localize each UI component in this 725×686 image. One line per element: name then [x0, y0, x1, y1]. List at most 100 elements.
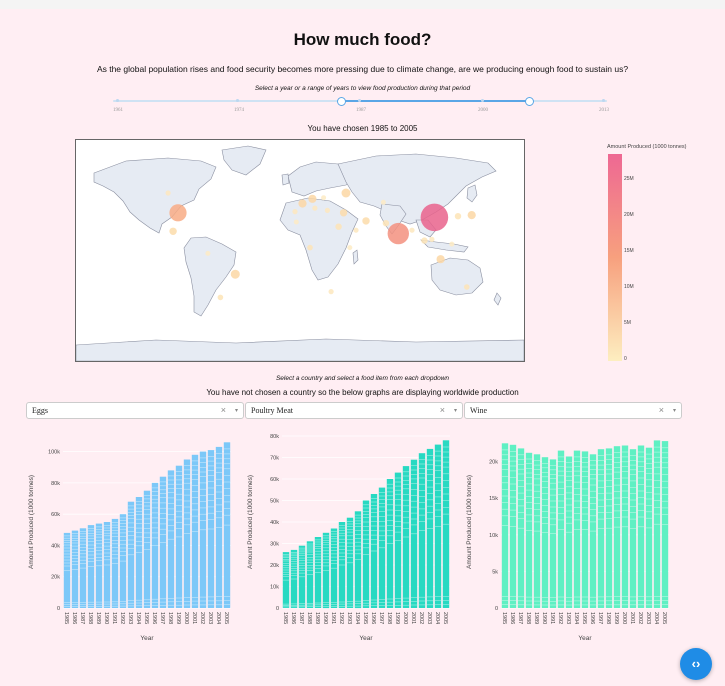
map-bubble[interactable]	[436, 255, 445, 264]
map-bubble[interactable]	[217, 294, 224, 301]
chart-wine-svg[interactable]: Amount Produced (1000 tonnes) 0 5k 10k 15k 20…	[464, 430, 674, 650]
x-tick-label: 2000	[402, 612, 408, 624]
map-bubble[interactable]	[387, 222, 409, 245]
map-bubble[interactable]	[312, 205, 318, 211]
chart-wine[interactable]: Amount Produced (1000 tonnes) 0 5k 10k 15k 20…	[464, 430, 674, 655]
food-dropdown-3[interactable]: Wine × ▾	[464, 402, 682, 419]
world-map[interactable]	[75, 139, 525, 362]
x-tick-label: 1996	[589, 612, 595, 624]
slider-mark-dot[interactable]	[358, 99, 361, 102]
x-tick-label: 1991	[111, 612, 117, 624]
slider-handle-start[interactable]	[337, 97, 347, 106]
map-bubble[interactable]	[335, 223, 342, 230]
land-greenland	[221, 145, 267, 176]
slider-mark-label: 2013	[599, 108, 609, 113]
map-bubble[interactable]	[467, 211, 476, 220]
y-tick-label: 40k	[270, 520, 279, 526]
dropdown-value: Poultry Meat	[251, 406, 293, 415]
map-bubble[interactable]	[341, 188, 351, 198]
map-bubble[interactable]	[230, 269, 240, 279]
x-tick-label: 1991	[549, 612, 555, 624]
colorbar-title: Amount Produced (1000 tonnes)	[607, 144, 687, 150]
chart-eggs-svg[interactable]: Amount Produced (1000 tonnes) 0 20k 40k 60k 8…	[26, 430, 236, 650]
slider-mark-label: 2000	[478, 108, 488, 113]
dropdown-value: Eggs	[32, 406, 48, 415]
map-bubble[interactable]	[169, 227, 177, 235]
x-tick-label: 1990	[541, 612, 547, 624]
slider-mark-dot[interactable]	[236, 99, 239, 102]
land-north-america	[93, 157, 217, 234]
chevron-down-icon[interactable]: ▾	[234, 408, 238, 414]
x-tick-label: 1993	[127, 612, 133, 624]
code-toggle-button[interactable]: ‹›	[680, 648, 712, 680]
map-bubble[interactable]	[339, 209, 348, 217]
x-tick-label: 2005	[442, 612, 448, 624]
year-range-slider[interactable]: 1961 1974 1987 2000 2013	[100, 95, 620, 120]
map-bubble[interactable]	[298, 199, 307, 208]
clear-icon[interactable]: ×	[220, 405, 226, 415]
x-tick-label: 1994	[354, 612, 360, 624]
map-bubble[interactable]	[382, 220, 390, 227]
map-bubble[interactable]	[409, 227, 415, 233]
slider-handle-end[interactable]	[524, 97, 534, 106]
selection-text: You have chosen 1985 to 2005	[307, 124, 418, 133]
clear-icon[interactable]: ×	[439, 405, 445, 415]
x-tick-label: 2000	[183, 612, 189, 624]
land-japan	[466, 184, 478, 203]
y-tick-label: 20k	[489, 460, 498, 466]
land-uk	[281, 173, 290, 186]
map-bubble[interactable]	[464, 284, 470, 290]
x-tick-label: 2001	[191, 612, 197, 624]
map-bubble[interactable]	[353, 227, 359, 233]
map-bubble[interactable]	[328, 289, 334, 295]
x-tick-label: 1989	[533, 612, 539, 624]
map-bubble[interactable]	[324, 207, 330, 213]
country-message: You have not chosen a country so the bel…	[206, 388, 519, 397]
x-tick-label: 1997	[597, 612, 603, 624]
map-bubble[interactable]	[165, 190, 171, 196]
slider-mark-dot[interactable]	[116, 99, 119, 102]
colorbar-tick: 25M	[624, 176, 634, 182]
clear-icon[interactable]: ×	[658, 405, 664, 415]
y-tick-label: 80k	[51, 481, 60, 487]
y-tick-label: 10k	[270, 585, 279, 591]
colorbar-tick: 20M	[624, 212, 634, 218]
x-tick-label: 1987	[79, 612, 85, 624]
slider-mark-dot[interactable]	[481, 99, 484, 102]
y-tick-label: 60k	[51, 512, 60, 518]
map-bubble[interactable]	[347, 245, 353, 251]
colorbar-gradient	[608, 154, 622, 361]
map-bubble[interactable]	[293, 219, 299, 225]
chevron-down-icon[interactable]: ▾	[672, 408, 676, 414]
y-tick-label: 60k	[270, 477, 279, 483]
map-bubble[interactable]	[205, 250, 211, 256]
map-bubble[interactable]	[169, 204, 187, 222]
map-bubble[interactable]	[421, 237, 428, 244]
x-tick-label: 1988	[525, 612, 531, 624]
map-bubble[interactable]	[308, 194, 317, 203]
world-map-svg[interactable]	[76, 140, 524, 361]
food-dropdown-1[interactable]: Eggs × ▾	[26, 402, 244, 419]
food-dropdown-2[interactable]: Poultry Meat × ▾	[245, 402, 463, 419]
map-bubble[interactable]	[362, 217, 370, 225]
colorbar: Amount Produced (1000 tonnes) 25M 20M 15…	[597, 141, 717, 366]
y-tick-label: 15k	[489, 496, 498, 502]
slider-mark-dot[interactable]	[602, 99, 605, 102]
map-bubble[interactable]	[454, 213, 462, 220]
chart-poultry-meat[interactable]: Amount Produced (1000 tonnes) 0 10k 20k 30k 4…	[245, 430, 455, 655]
map-bubble[interactable]	[321, 195, 327, 201]
map-bubble[interactable]	[420, 203, 449, 232]
map-bubble[interactable]	[292, 209, 298, 215]
map-bubble[interactable]	[429, 236, 435, 242]
slider-mark-label: 1987	[356, 108, 366, 113]
land-madagascar	[352, 249, 359, 265]
chart-eggs[interactable]: Amount Produced (1000 tonnes) 0 20k 40k 60k 8…	[26, 430, 236, 655]
map-bubbles[interactable]	[165, 188, 476, 301]
chart-poultry-meat-svg[interactable]: Amount Produced (1000 tonnes) 0 10k 20k 30k 4…	[245, 430, 455, 650]
map-bubble[interactable]	[449, 241, 455, 247]
x-tick-label: 1987	[298, 612, 304, 624]
map-bubble[interactable]	[380, 199, 386, 205]
map-bubble[interactable]	[307, 244, 313, 251]
slider-selected-track[interactable]	[341, 100, 529, 102]
chevron-down-icon[interactable]: ▾	[453, 408, 457, 414]
